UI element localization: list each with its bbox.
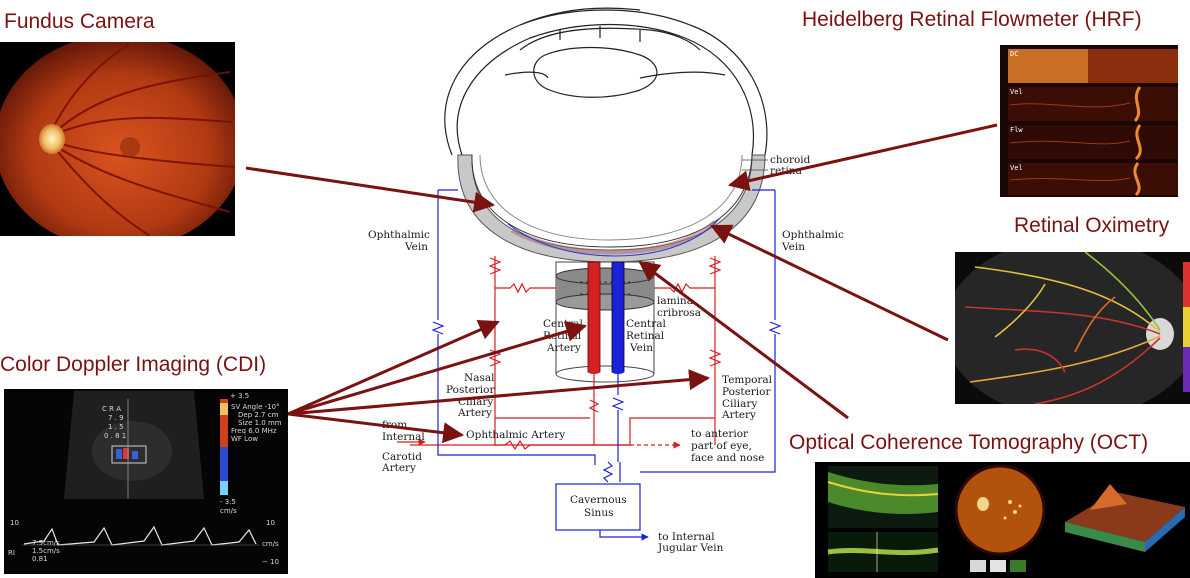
cdi-scale-bottom: - 3.5: [220, 498, 236, 506]
label-tpca-3: Ciliary: [722, 398, 757, 410]
label-artery: Artery: [381, 462, 416, 474]
label-ophthalmic-artery: Ophthalmic Artery: [466, 429, 565, 441]
label-anterior-2: part of eye,: [691, 440, 752, 452]
label-npca-2: Posterior: [446, 384, 495, 396]
cdi-bottom-3: 0.81: [32, 555, 48, 563]
pointer-arrows: [245, 123, 998, 444]
hrf-graphic: DC Vel Flw Vel: [1008, 49, 1178, 197]
arrow-fundus-to-retina: [245, 166, 496, 213]
title-retinal-oximetry: Retinal Oximetry: [1014, 214, 1170, 237]
cdi-ri: RI: [8, 549, 15, 557]
arrow-cdi-to-cra: [287, 321, 588, 416]
label-to-internal: to Internal: [658, 531, 715, 543]
label-anterior-1: to anterior: [691, 428, 749, 440]
label-ophthalmic-vein-left-2: Vein: [404, 241, 428, 253]
label-tpca-1: Temporal: [722, 374, 773, 386]
cdi-scale-unit: cm/s: [220, 507, 237, 515]
fundus-photo-graphic: [0, 42, 235, 236]
label-crv-1: Central: [626, 318, 667, 330]
cdi-size: Size 1.0 mm: [238, 419, 282, 427]
cdi-freq: Freq 6.0 MHz: [231, 427, 277, 435]
cdi-cra-label: C R A: [102, 405, 121, 413]
cdi-right-minus-10: − 10: [262, 558, 279, 566]
cdi-bottom-2: 1.5cm/s: [32, 547, 60, 555]
cdi-value-1: 7 . 9: [108, 414, 124, 422]
label-anterior-3: face and nose: [691, 452, 764, 464]
cdi-image: C R A 7 . 9 1 . 5 0 . 8 1 SV Angle -10° …: [4, 389, 288, 574]
cdi-dep: Dep 2.7 cm: [238, 411, 279, 419]
retinal-oximetry-image: [955, 252, 1190, 404]
arterial-network: [397, 256, 722, 451]
diagram-labels: choroid retina Ophthalmic Vein Ophthalmi…: [368, 154, 844, 554]
label-lamina: lamina: [657, 295, 693, 307]
hrf-tab-3: Vel: [1010, 164, 1023, 172]
eyeball-outline: [444, 7, 768, 156]
label-ophthalmic-vein-right-2: Vein: [781, 241, 805, 253]
venous-network: [431, 189, 782, 541]
fundus-image: [0, 42, 235, 236]
title-fundus-camera: Fundus Camera: [4, 10, 155, 33]
hrf-image: DC Vel Flw Vel: [1000, 45, 1178, 197]
label-ophthalmic-vein-right-1: Ophthalmic: [782, 229, 844, 241]
arrow-hrf-to-retina: [727, 123, 998, 192]
cdi-cms: cm/s: [262, 540, 279, 548]
label-npca-4: Artery: [457, 407, 492, 419]
cdi-bottom-1: 7.9cm/s: [32, 539, 60, 547]
title-oct: Optical Coherence Tomography (OCT): [789, 431, 1149, 454]
hrf-tab-0: DC: [1010, 50, 1018, 58]
cdi-sv-angle: SV Angle -10°: [231, 403, 280, 411]
arrow-oximetry-to-retina: [710, 224, 949, 342]
arrow-cdi-to-ophthalmic-artery: [287, 412, 465, 444]
label-tpca-2: Posterior: [722, 386, 771, 398]
label-sinus: Sinus: [584, 507, 613, 519]
label-npca-1: Nasal: [464, 372, 495, 384]
label-internal: Internal: [382, 431, 425, 443]
cdi-scale-top: + 3.5: [230, 392, 249, 400]
arrow-cdi-to-npca: [287, 319, 500, 416]
cdi-value-2: 1 . 5: [108, 423, 124, 431]
cdi-wf: WF Low: [231, 435, 258, 443]
label-cavernous: Cavernous: [570, 494, 627, 506]
oximetry-graphic: [955, 252, 1190, 404]
arrow-cdi-to-tpca: [287, 369, 711, 416]
title-hrf: Heidelberg Retinal Flowmeter (HRF): [802, 8, 1142, 31]
optic-nerve: [555, 261, 655, 383]
cdi-left-10: 10: [10, 519, 19, 527]
hrf-tab-1: Vel: [1010, 88, 1023, 96]
hrf-tab-2: Flw: [1010, 126, 1023, 134]
label-cra-3: Artery: [546, 342, 581, 354]
label-crv-3: Vein: [629, 342, 653, 354]
label-crv-2: Retinal: [626, 330, 665, 342]
label-carotid: Carotid: [382, 451, 422, 463]
cdi-right-10: 10: [266, 519, 275, 527]
title-cdi: Color Doppler Imaging (CDI): [0, 353, 267, 376]
oct-graphic: [827, 464, 1185, 572]
oct-image: [815, 462, 1190, 578]
arrow-oct-to-retina: [638, 260, 849, 420]
cdi-value-3: 0 . 8 1: [104, 432, 126, 440]
label-tpca-4: Artery: [721, 409, 756, 421]
label-choroid: choroid: [770, 154, 811, 166]
label-ophthalmic-vein-left-1: Ophthalmic: [368, 229, 430, 241]
label-jugular-vein: Jugular Vein: [657, 542, 724, 554]
ocular-layers: [457, 154, 768, 263]
cdi-graphic: C R A 7 . 9 1 . 5 0 . 8 1 SV Angle -10° …: [8, 391, 282, 566]
label-cribrosa: cribrosa: [657, 307, 701, 319]
